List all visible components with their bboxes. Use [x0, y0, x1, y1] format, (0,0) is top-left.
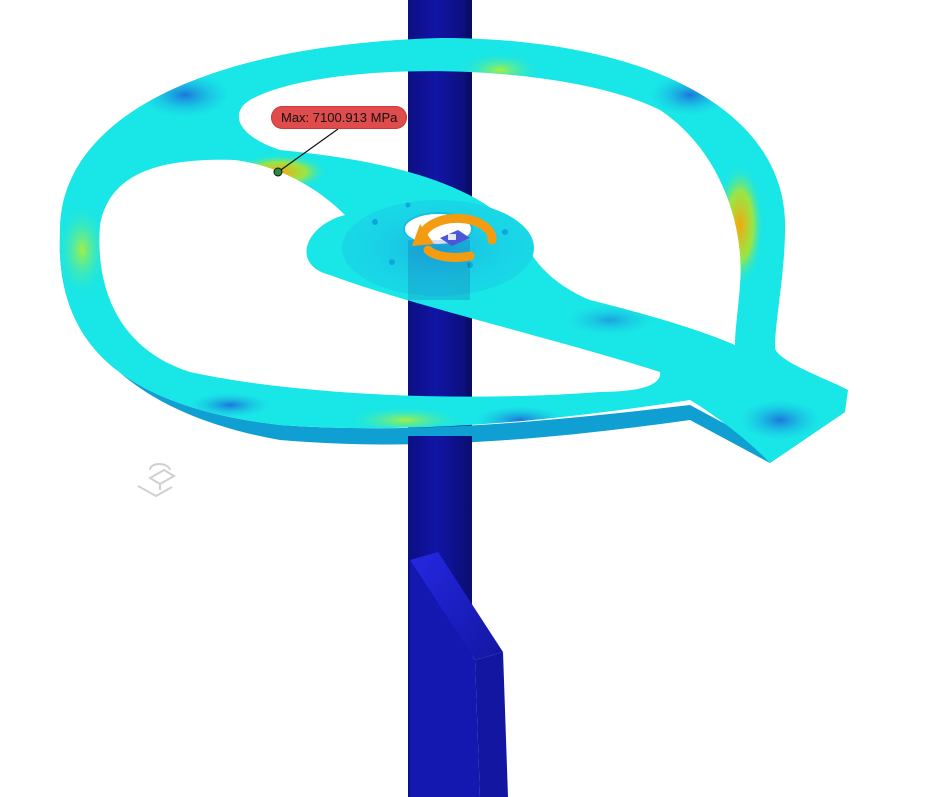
max-probe-leader — [273, 128, 339, 177]
max-stress-probe-label[interactable]: Max: 7100.913 MPa — [271, 106, 408, 129]
lower-bracket[interactable] — [410, 552, 508, 797]
fixed-constraint-icon[interactable] — [440, 230, 470, 246]
ground-marker-icon[interactable] — [137, 463, 176, 498]
rotation-moment-icon[interactable] — [412, 213, 497, 262]
